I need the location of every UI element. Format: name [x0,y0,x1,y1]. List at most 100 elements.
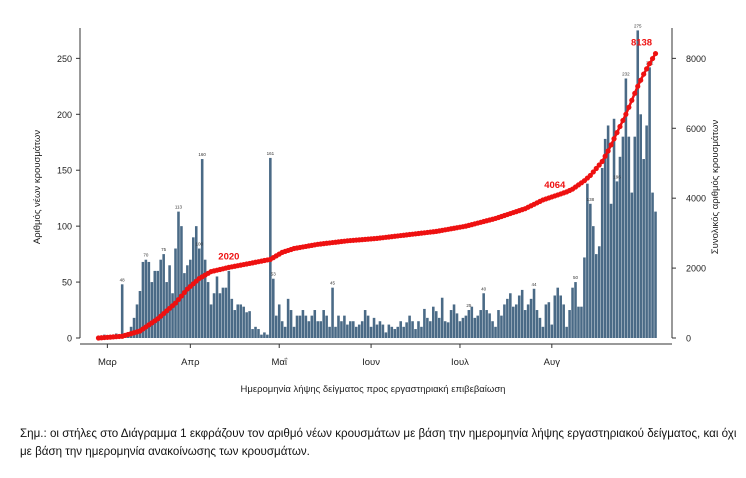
cumulative-point [611,136,617,142]
cumulative-point [626,104,632,110]
bar [432,306,435,338]
bar-value-label: 50 [573,275,579,280]
bar [562,304,565,338]
bar [512,306,515,338]
right-axis-title: Συνολικός αριθμός κρουσμάτων [710,120,721,255]
bar [426,317,429,338]
bar [440,297,444,338]
bar [369,326,373,338]
bar [485,310,488,338]
bar [150,282,154,338]
bar [420,326,423,338]
bar [307,321,311,338]
bar [387,324,391,338]
bar [230,298,234,338]
bar [633,136,637,338]
bar [206,282,210,338]
bar [565,326,568,338]
x-tick-label: Αυγ [544,357,561,368]
bar [381,324,385,338]
bar [580,306,583,338]
bar [645,125,648,339]
bar-value-label: 48 [120,277,126,282]
bar [186,265,189,338]
cumulative-point [620,117,626,124]
left-tick-label: 150 [57,166,72,176]
cumulative-point [175,296,182,303]
bar [574,282,577,338]
bar [328,326,331,338]
cumulative-point [605,148,611,154]
bar [449,310,453,338]
bar [473,317,477,338]
right-tick-label: 6000 [686,124,706,134]
bar [319,321,322,338]
bar [313,310,317,338]
bar [470,306,474,338]
bar [624,78,628,339]
bar [651,192,654,338]
cumulative-point [617,123,623,130]
bar [612,118,616,338]
bar [538,317,542,338]
bar [461,317,465,338]
bar [517,295,521,338]
right-tick-label: 4000 [686,194,706,204]
bar [177,211,180,338]
bar [357,324,361,338]
cumulative-point [172,300,179,306]
bar [218,293,222,338]
bar [630,192,634,338]
bar [331,287,334,338]
bar [375,324,379,338]
bar-value-label: 70 [143,253,149,258]
bar [571,287,574,338]
bar [464,315,468,338]
bar [526,304,530,338]
bar [239,304,242,338]
bar [257,329,260,338]
x-tick-label: Μαΐ [271,357,287,368]
cumulative-point [599,158,605,165]
bar [280,321,284,338]
bar [488,313,491,338]
bar-value-label: 40 [481,286,487,291]
x-tick-label: Ιουν [362,357,380,368]
bar [559,295,562,338]
bar-value-label: 232 [622,72,630,77]
x-tick-label: Ιουλ [451,357,469,368]
bar [286,298,290,338]
bar-value-label: 53 [271,272,277,277]
bar [343,315,346,338]
bar [509,293,512,338]
bar-value-label: 161 [267,151,275,156]
x-tick-label: Απρ [181,357,200,368]
bar [393,329,397,338]
x-axis-title: Ημερομηνία λήψης δείγματος προς εργαστηρ… [241,384,506,395]
cumulative-point [646,61,653,67]
bar [568,310,571,338]
bar [248,311,251,338]
bar [295,315,299,338]
bar [589,203,592,338]
bar [523,310,527,338]
bar [423,308,426,338]
bar [334,326,337,338]
cumulative-annotation: 8138 [631,38,652,49]
cumulative-point [587,172,593,179]
bar [192,237,195,338]
bar [135,304,139,338]
bar [437,317,441,338]
bar [277,304,281,338]
bar [233,310,237,338]
bar [408,315,411,338]
bar [467,310,471,338]
chart-svg: 0 50 100 150 200 250 0 2000 4000 6000 8000 Μαρ Απρ Μα… [32,23,721,395]
bar [349,321,352,338]
bar [529,298,533,338]
bar [283,326,287,338]
cumulative-annotation: 2020 [218,251,239,262]
bar [251,329,254,338]
bar [227,270,231,338]
bar [390,326,394,338]
